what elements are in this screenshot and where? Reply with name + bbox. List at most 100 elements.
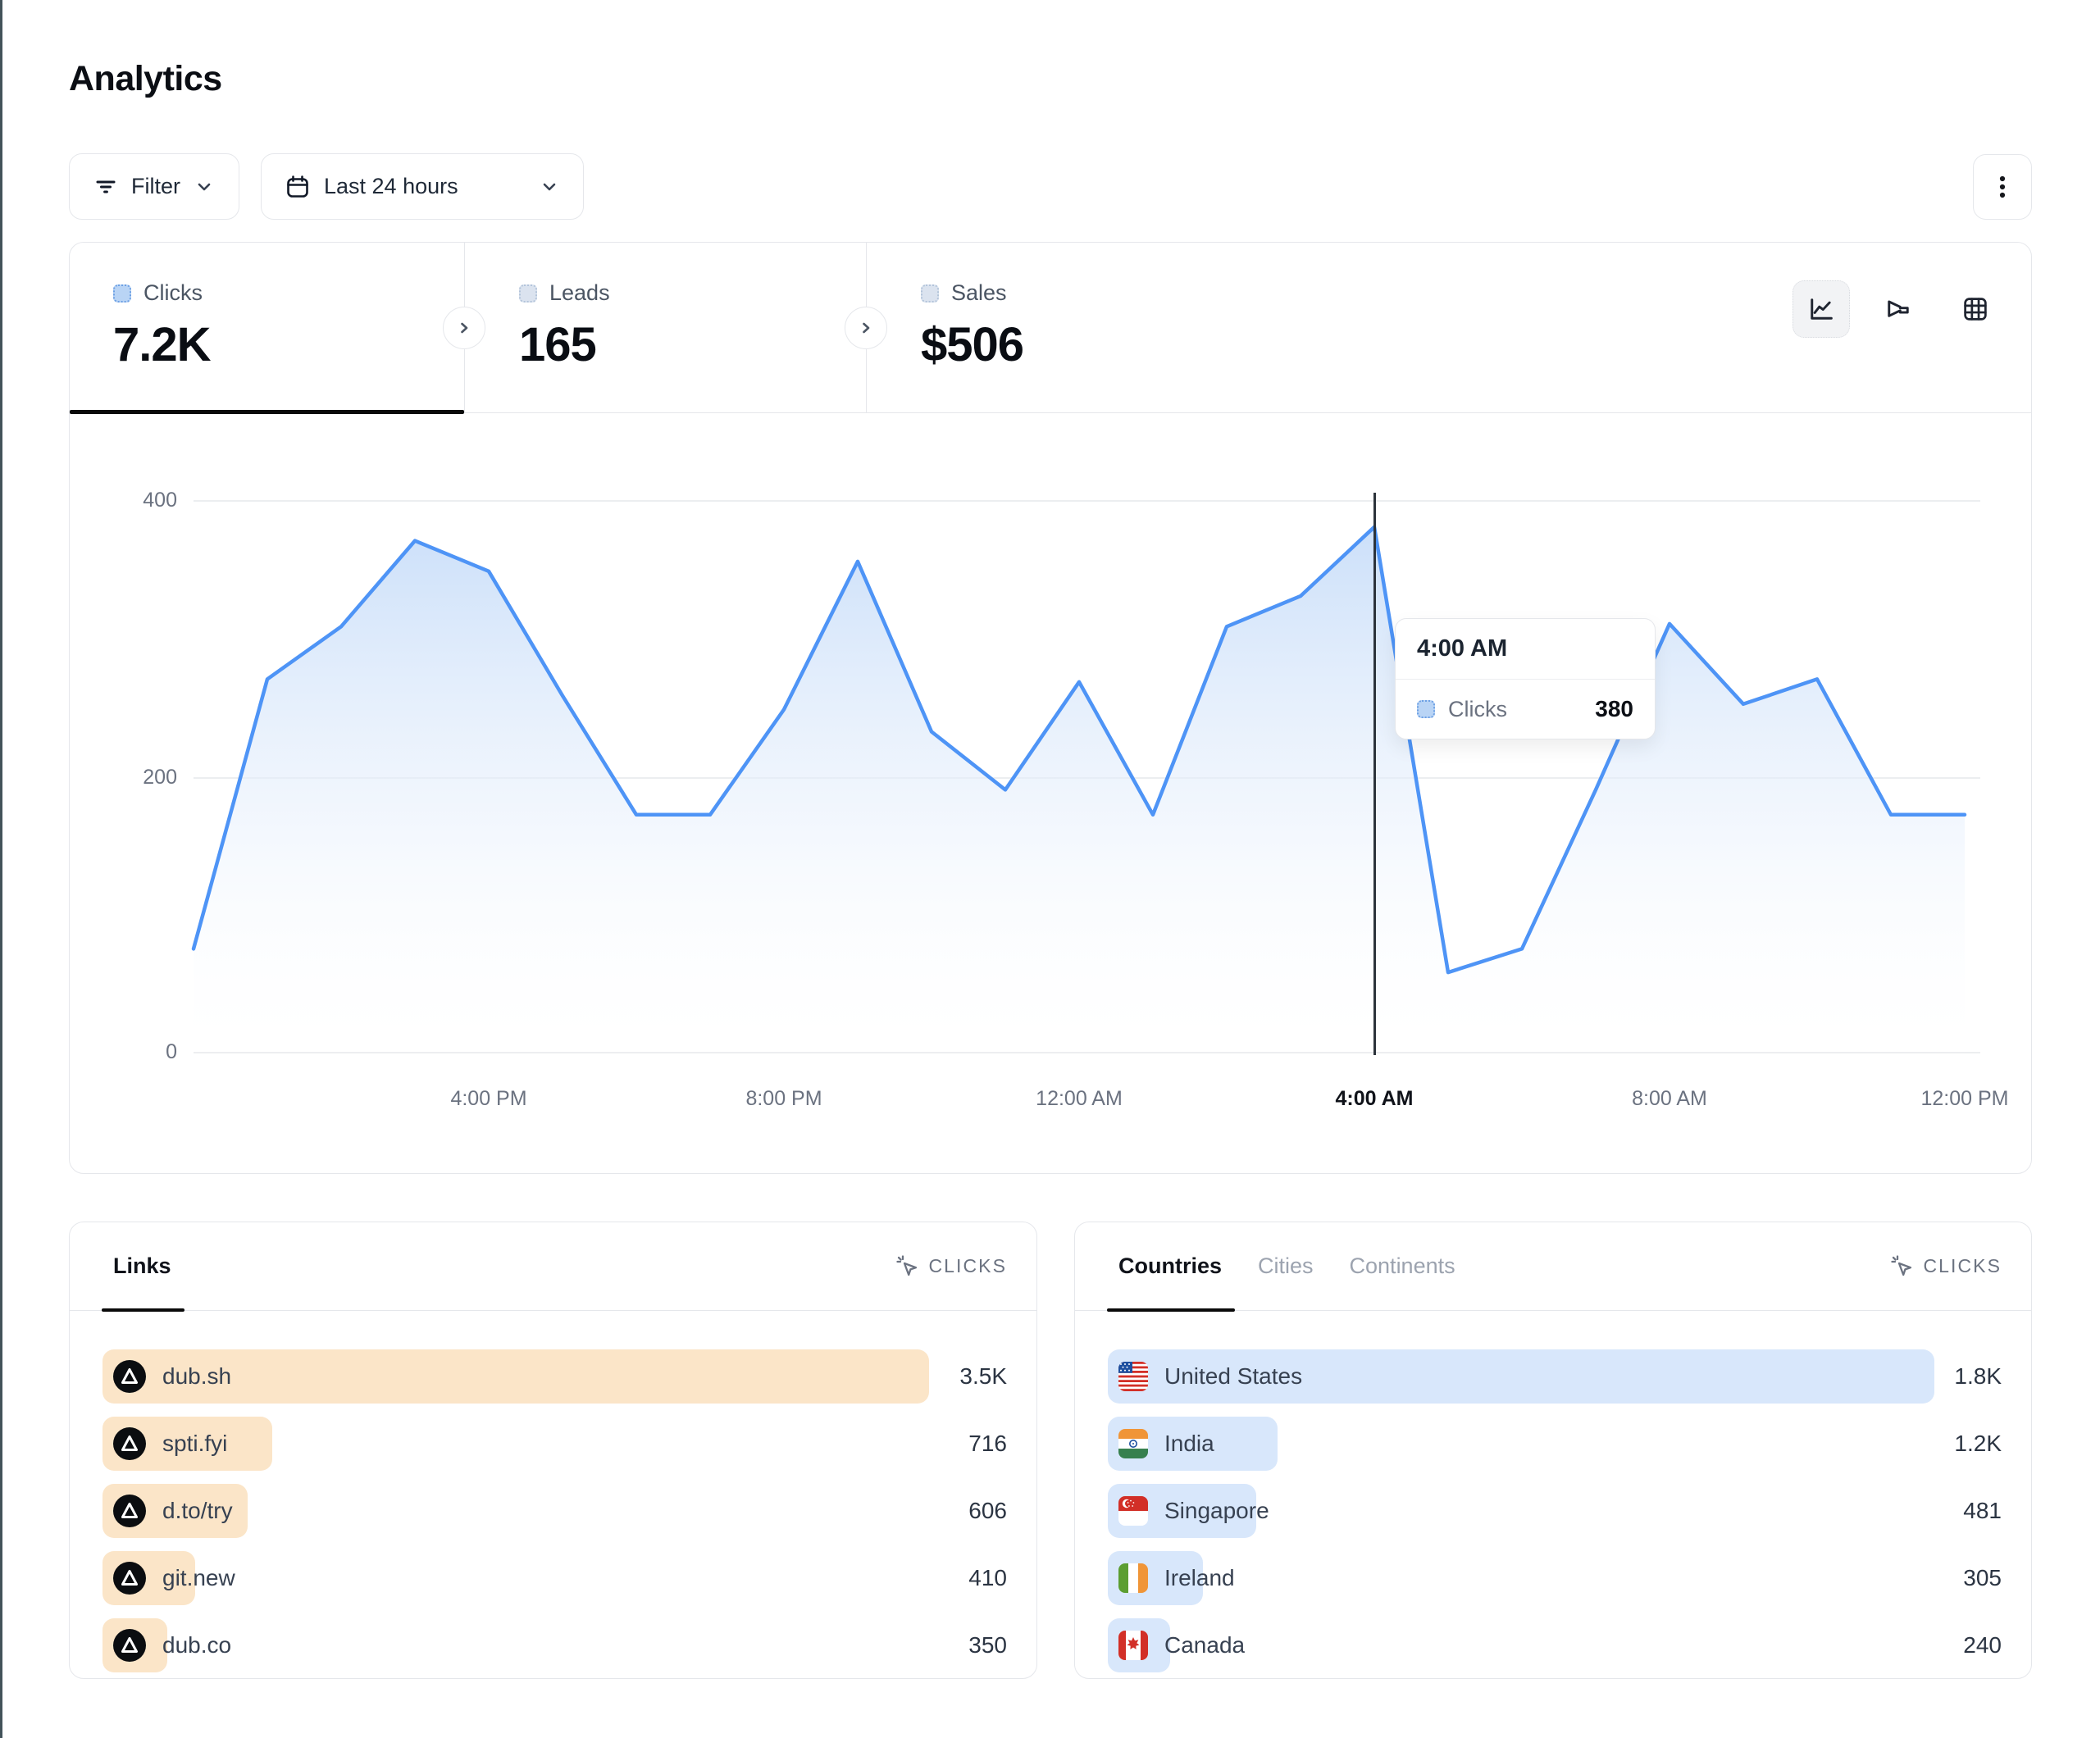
tab-leads[interactable]: Leads 165 [464,243,866,412]
tab-continents[interactable]: Continents [1350,1222,1455,1310]
x-axis-tick: 12:00 PM [1920,1087,2009,1110]
table-view-button[interactable] [1947,280,2004,338]
filter-bars-icon [93,175,118,199]
chart-tooltip: 4:00 AM Clicks 380 [1395,618,1656,739]
funnel-icon [1888,300,1909,317]
x-axis-tick: 4:00 AM [1335,1087,1414,1110]
links-card: Links CLICKS dub.sh 3.5K spti.fyi 716 d.to/t… [69,1222,1037,1679]
list-item[interactable]: Canada 240 [1108,1618,2002,1672]
sales-value: $506 [921,318,1024,371]
item-value: 410 [968,1565,1007,1590]
list-item[interactable]: spti.fyi 716 [102,1417,1007,1471]
item-label: dub.sh [162,1363,232,1389]
date-range-label: Last 24 hours [324,174,458,198]
chart-type-switcher [1793,280,2004,338]
item-label: dub.co [162,1632,232,1658]
tooltip-value: 380 [1595,696,1633,721]
canada-flag-icon [1118,1631,1148,1660]
calendar-icon [285,174,311,200]
chevron-down-icon [539,176,560,198]
item-value: 240 [1963,1632,2002,1658]
metric-header-label: CLICKS [928,1255,1007,1276]
line-chart-view-button[interactable] [1793,280,1850,338]
item-label: git.new [162,1565,235,1590]
item-value: 481 [1963,1498,2002,1523]
item-label: d.to/try [162,1498,233,1523]
chevron-right-icon [863,322,870,334]
list-item[interactable]: United States 1.8K [1108,1349,2002,1404]
chevron-down-icon [194,176,215,198]
item-label: India [1164,1431,1214,1456]
item-value: 305 [1963,1565,2002,1590]
tab-countries[interactable]: Countries [1106,1222,1236,1312]
page-title: Analytics [69,59,222,98]
dub-logo-icon [113,1562,146,1595]
clicks-legend-chip-icon [1417,700,1435,718]
chart-canvas [191,500,1980,1053]
x-axis-tick: 12:00 AM [1036,1087,1123,1110]
clicks-value: 7.2K [113,318,212,371]
item-label: Canada [1164,1632,1246,1658]
x-axis-tick: 8:00 AM [1632,1087,1707,1110]
list-item[interactable]: dub.sh 3.5K [102,1349,1007,1404]
item-label: Singapore [1164,1498,1269,1523]
expand-sales-button[interactable] [845,307,887,349]
item-value: 1.2K [1954,1431,2002,1456]
value-bar [1108,1349,1934,1404]
cursor-click-icon [1890,1254,1915,1279]
ireland-flag-icon [1118,1563,1148,1593]
y-axis-tick: 400 [143,489,177,512]
date-range-button[interactable]: Last 24 hours [261,153,584,220]
more-options-button[interactable] [1973,153,2032,220]
list-item[interactable]: India 1.2K [1108,1417,2002,1471]
countries-list: United States 1.8K India 1.2K Singapore 481 Ir… [1075,1311,2031,1672]
funnel-view-button[interactable] [1870,280,1927,338]
dub-logo-icon [113,1629,146,1662]
list-item[interactable]: git.new 410 [102,1551,1007,1605]
x-axis-tick: 8:00 PM [745,1087,822,1110]
links-list: dub.sh 3.5K spti.fyi 716 d.to/try 606 git.new 4… [70,1311,1036,1672]
dub-logo-icon [113,1495,146,1527]
tab-label: Links [113,1253,171,1278]
clicks-area-chart[interactable]: 400 200 0 4:00 PM 8:00 PM 12:00 AM 4:00 AM 8… [70,413,2031,1172]
item-label: United States [1164,1363,1303,1389]
list-item[interactable]: d.to/try 606 [102,1484,1007,1538]
list-item[interactable]: Singapore 481 [1108,1484,2002,1538]
leads-value: 165 [519,318,597,371]
india-flag-icon [1118,1429,1148,1458]
metric-label: Clicks [143,280,203,305]
item-value: 3.5K [959,1363,1007,1389]
metric-tabs: Clicks 7.2K Leads 165 Sales $506 [70,243,2031,414]
analytics-chart-card: Clicks 7.2K Leads 165 Sales $506 [69,242,2032,1174]
filter-label: Filter [131,174,180,198]
tab-clicks[interactable]: Clicks 7.2K [70,243,464,414]
expand-leads-button[interactable] [443,307,485,349]
item-value: 606 [968,1498,1007,1523]
list-item[interactable]: dub.co 350 [102,1618,1007,1672]
grid-icon [1964,298,1987,321]
item-value: 350 [968,1632,1007,1658]
countries-metric-header[interactable]: CLICKS [1890,1254,2002,1279]
value-bar [102,1349,929,1404]
countries-card: Countries Cities Continents CLICKS [1074,1222,2032,1679]
singapore-flag-icon [1118,1496,1148,1526]
tab-cities[interactable]: Cities [1258,1222,1314,1310]
area-fill [194,526,1965,1053]
list-item[interactable]: Ireland 305 [1108,1551,2002,1605]
metric-header-label: CLICKS [1923,1255,2002,1276]
tooltip-time: 4:00 AM [1396,619,1655,680]
clicks-legend-chip-icon [113,284,131,303]
filter-button[interactable]: Filter [69,153,239,220]
links-metric-header[interactable]: CLICKS [895,1254,1007,1279]
tooltip-series-label: Clicks [1448,696,1507,721]
sales-legend-chip-icon [921,284,939,303]
tab-label: Countries [1118,1253,1223,1278]
metric-label: Sales [951,280,1007,305]
tab-links[interactable]: Links [102,1222,184,1312]
x-axis-tick: 4:00 PM [450,1087,527,1110]
tab-label: Cities [1258,1253,1314,1278]
tab-label: Continents [1349,1253,1455,1278]
dub-logo-icon [113,1360,146,1393]
tab-sales[interactable]: Sales $506 [866,243,1268,412]
